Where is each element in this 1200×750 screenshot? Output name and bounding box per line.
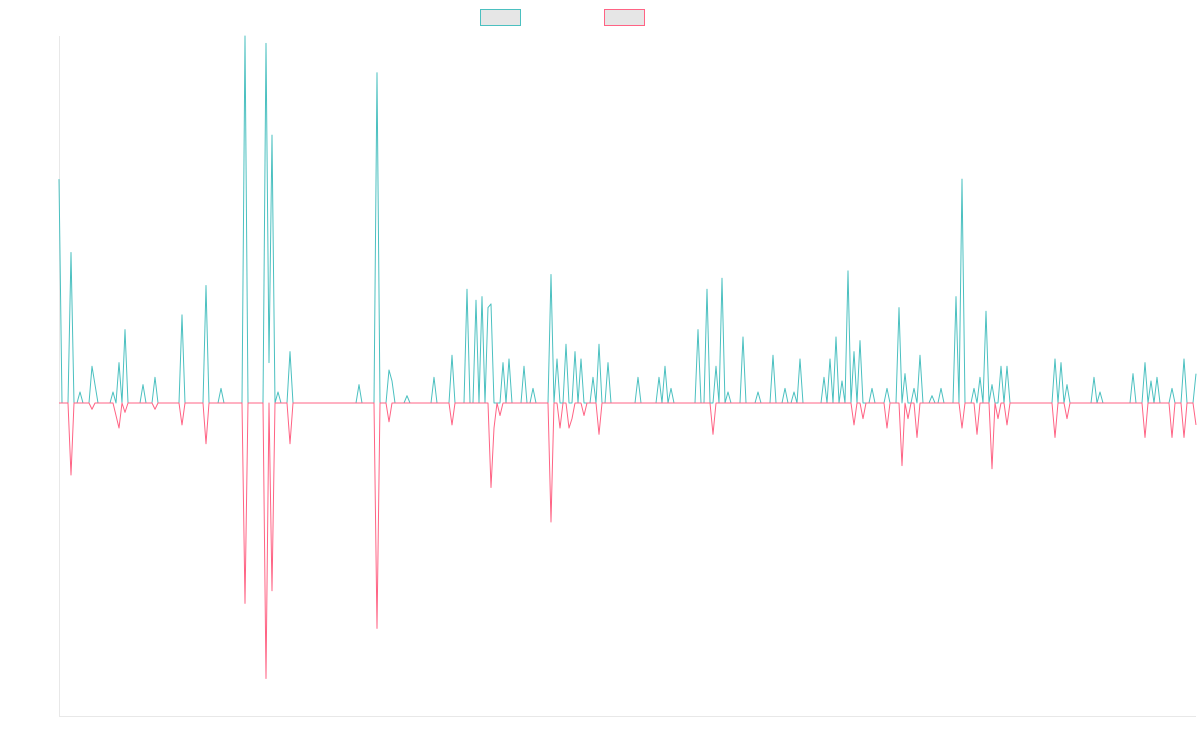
chart-legend [480,9,645,26]
series-line-2[interactable] [59,402,1197,679]
series-line-1[interactable] [58,35,1197,404]
chart-axes [59,36,1196,717]
series-layer [58,35,1197,679]
legend-swatch-series-2[interactable] [604,9,645,26]
legend-swatch-series-1[interactable] [480,9,521,26]
